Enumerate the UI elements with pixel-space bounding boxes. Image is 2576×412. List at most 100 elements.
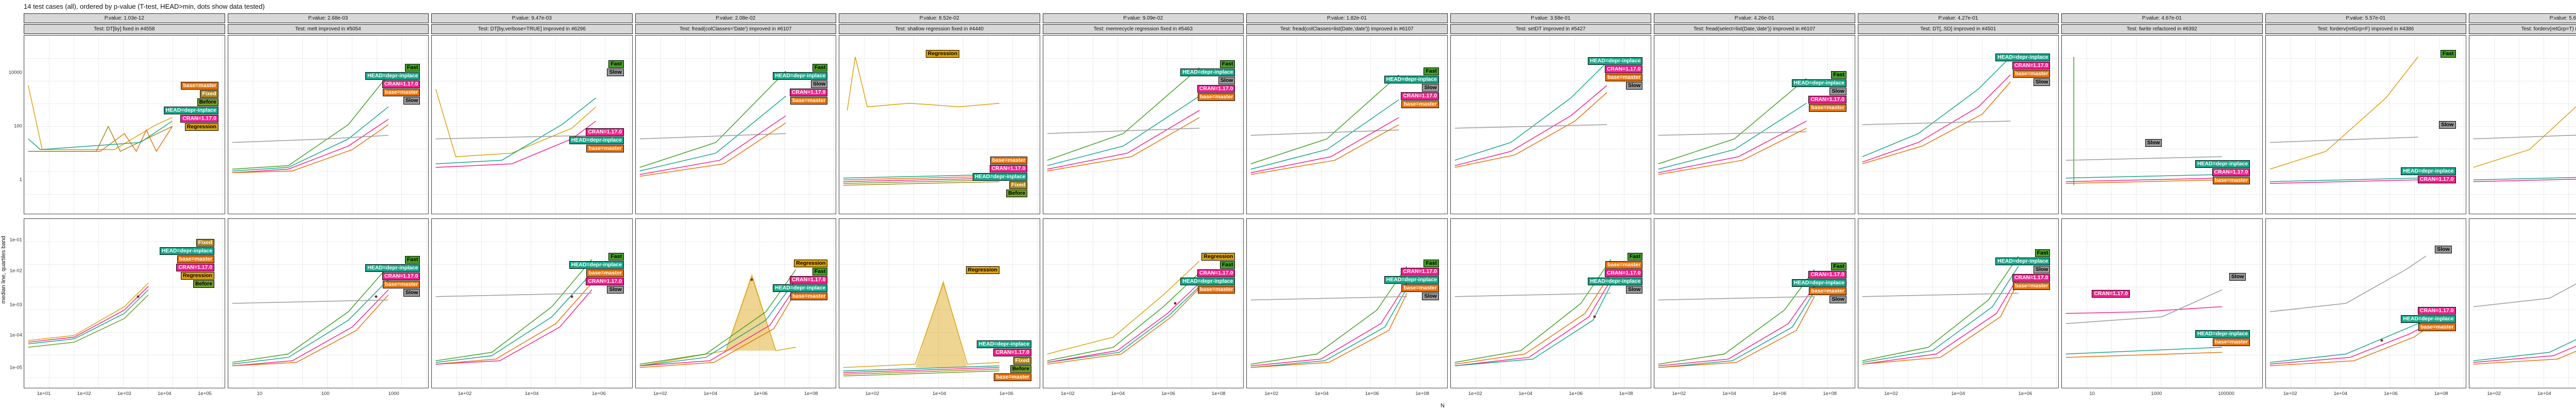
series-label: base=master (2418, 323, 2456, 331)
series-line (639, 123, 786, 177)
series-line (2269, 256, 2426, 312)
series-line (2066, 347, 2222, 354)
series-line (1862, 75, 2010, 162)
series-label: CRAN=1.17.0 (2012, 274, 2050, 282)
series-label: CRAN=1.17.0 (2092, 289, 2130, 298)
plot-svg (1451, 219, 1651, 388)
series-label: CRAN=1.17.0 (789, 276, 828, 284)
series-line (1047, 261, 1199, 354)
series-label-group: Regression Fast CRAN=1.17.0 HEAD=depr-inpla… (773, 259, 828, 300)
series-line (1454, 93, 1606, 167)
series-label: Fixed (1013, 357, 1031, 365)
x-tick-label: 1e+08 (1415, 391, 1430, 397)
series-label: CRAN=1.17.0 (789, 89, 828, 97)
series-label: CRAN=1.17.0 (2417, 176, 2456, 184)
series-label: HEAD=depr-inplace (569, 136, 624, 144)
x-tick-row: 10 1000 100000 (2061, 388, 2263, 397)
series-label: CRAN=1.17.0 (1197, 269, 1235, 277)
series-line (232, 125, 388, 173)
x-tick-label: 1e+02 (865, 391, 879, 397)
facet-column: P.value: 4.26e-01 Test: fread(select=list… (1654, 13, 1855, 397)
series-line (28, 121, 173, 149)
series-line (2269, 57, 2417, 169)
pvalue-strip: P.value: 4.67e-01 (2061, 13, 2263, 23)
series-label-group: Fast CRAN=1.17.0 HEAD=depr-inplace base=mas… (1384, 259, 1439, 300)
figure-title: 14 test cases (all), ordered by p-value … (24, 3, 265, 10)
series-label: CRAN=1.17.0 (989, 165, 1028, 173)
series-line (1658, 269, 1815, 364)
series-line (1862, 281, 2018, 364)
x-tick-label: 1e+04 (2537, 391, 2551, 397)
pvalue-strip: P.value: 9.47e-03 (431, 13, 633, 23)
pvalue-strip: P.value: 2.08e-02 (635, 13, 836, 23)
panel-gap (1450, 214, 1652, 218)
series-label: CRAN=1.17.0 (586, 128, 624, 136)
data-tested-dot (570, 295, 573, 298)
panel-kilobytes: base=master Fixed Before HEAD=depr-inplace C… (24, 35, 225, 214)
pvalue-strip: P.value: 5.65e-01 (2469, 13, 2576, 23)
series-line (1658, 121, 1806, 173)
data-tested-dot (1593, 315, 1596, 318)
panel-seconds: SlowHEAD=depr-inplaceCRAN=1.17.0base=mas… (2469, 218, 2576, 388)
pvalue-strip: P.value: 8.52e-02 (839, 13, 1040, 23)
plot-svg (839, 219, 1040, 388)
series-line (1454, 293, 1611, 297)
series-label: Before (1010, 365, 1031, 373)
x-tick-label: 1e+02 (653, 391, 667, 397)
series-label: HEAD=depr-inplace (773, 284, 828, 292)
panel-seconds: Fixed HEAD=depr-inplace base=master CRAN=1.… (24, 218, 225, 388)
series-label: Regression (180, 272, 215, 280)
series-label: Slow (2435, 246, 2452, 254)
x-tick-label: 100 (321, 391, 330, 397)
y-tick-label: 1e-03 (9, 302, 22, 308)
series-label-group: Regression (925, 49, 960, 58)
panel-seconds: Fast base=master CRAN=1.17.0 HEAD=depr-inpl… (1450, 218, 1651, 388)
series-label-group: Fast HEAD=depr-inplace CRAN=1.17.0 base=mas… (365, 64, 420, 105)
x-axis-title: N (1440, 403, 1445, 409)
plot-svg (2062, 36, 2262, 214)
x-tick-label: 1e+02 (1672, 391, 1686, 397)
panel-kilobytes: Fast HEAD=depr-inplace Slow CRAN=1.17.0 base… (635, 35, 836, 214)
panel-gap (1654, 214, 1855, 218)
x-tick-row: 1e+02 1e+04 1e+06 1e+08 (1654, 388, 1855, 397)
series-label: base=master (2012, 282, 2050, 290)
panel-kilobytes: Fast Slow CRAN=1.17.0 HEAD=depr-inplace base… (431, 35, 633, 214)
plot-svg (2266, 36, 2466, 214)
series-label: base=master (1197, 93, 1235, 101)
series-label: HEAD=depr-inplace (163, 106, 218, 114)
series-label: Slow (403, 97, 420, 105)
facet-column: P.value: 5.57e-01 Test: forderv(retGrp=F)… (2265, 13, 2466, 397)
panel-gap (24, 214, 225, 218)
x-tick-row: 1e+02 1e+04 1e+06 (431, 388, 633, 397)
panel-kilobytes: HEAD=depr-inplace CRAN=1.17.0 base=master S… (1857, 35, 2059, 214)
series-line (232, 295, 388, 366)
series-label: Fixed (1009, 181, 1028, 190)
series-label: Slow (2033, 266, 2050, 274)
series-line (639, 71, 786, 167)
x-tick-label: 1e+02 (2487, 391, 2501, 397)
series-label: Fast (1831, 263, 1846, 271)
series-line (2066, 180, 2222, 183)
test-strip: Test: DT[by,verbose=TRUE] improved in #6… (431, 24, 633, 34)
series-label: base=master (790, 97, 828, 105)
series-label: Fast (1627, 252, 1643, 261)
x-tick-label: 100000 (2218, 391, 2234, 397)
series-label-group: CRAN=1.17.0 HEAD=depr-inplace base=master (569, 128, 624, 152)
series-line (1454, 285, 1611, 366)
test-strip: Test: forderv(retGrp=F) improved in #438… (2265, 24, 2466, 34)
x-tick-label: 1e+08 (1211, 391, 1226, 397)
plot-svg (1858, 219, 2059, 388)
series-label: CRAN=1.17.0 (180, 114, 218, 123)
series-line (843, 283, 999, 368)
series-label: Fast (812, 64, 828, 72)
facet-column: P.value: 9.09e-02 Test: memrecycle regres… (1042, 13, 1244, 397)
series-label: base=master (1197, 285, 1235, 294)
x-tick-label: 1e+02 (457, 391, 472, 397)
series-line (436, 89, 596, 157)
series-line (639, 286, 795, 366)
series-label: base=master (586, 269, 624, 277)
data-tested-dot (2380, 339, 2383, 342)
x-tick-label: 1e+06 (1161, 391, 1175, 397)
series-label: Slow (1625, 285, 1643, 294)
panel-seconds: Fast CRAN=1.17.0 HEAD=depr-inplace base=mas… (1654, 218, 1855, 388)
